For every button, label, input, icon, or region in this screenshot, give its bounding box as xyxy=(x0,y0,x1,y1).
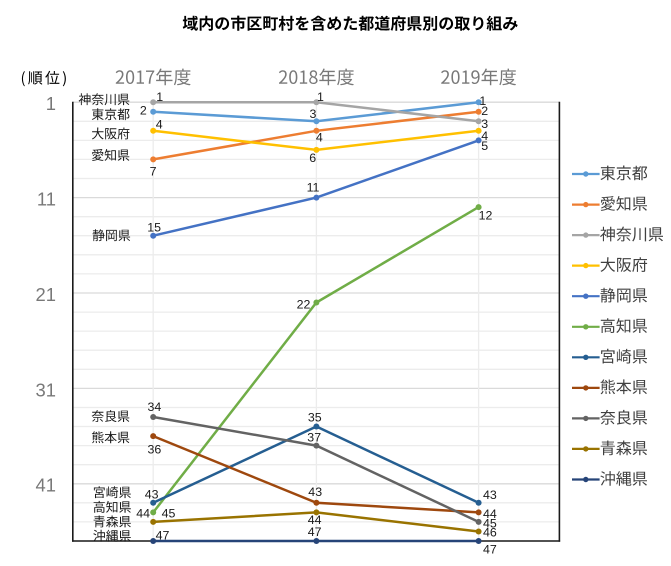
svg-text:21: 21 xyxy=(36,284,56,305)
svg-text:44: 44 xyxy=(136,507,150,521)
svg-text:34: 34 xyxy=(148,400,162,414)
svg-text:45: 45 xyxy=(483,516,497,530)
svg-text:11: 11 xyxy=(307,181,320,195)
svg-text:47: 47 xyxy=(483,542,497,556)
svg-text:2: 2 xyxy=(481,104,488,118)
svg-text:43: 43 xyxy=(308,485,322,499)
svg-text:44: 44 xyxy=(483,507,497,521)
svg-text:41: 41 xyxy=(36,475,56,496)
svg-text:1: 1 xyxy=(479,94,486,108)
svg-text:43: 43 xyxy=(483,488,497,502)
svg-text:1: 1 xyxy=(317,90,324,104)
svg-text:22: 22 xyxy=(297,297,311,311)
svg-text:3: 3 xyxy=(481,117,488,131)
svg-text:46: 46 xyxy=(483,526,497,540)
svg-text:45: 45 xyxy=(162,507,176,521)
svg-text:15: 15 xyxy=(147,220,161,234)
svg-text:6: 6 xyxy=(309,151,316,165)
svg-text:35: 35 xyxy=(308,410,322,424)
svg-text:5: 5 xyxy=(481,139,488,153)
svg-text:7: 7 xyxy=(150,164,157,178)
svg-text:37: 37 xyxy=(307,430,321,444)
svg-text:36: 36 xyxy=(148,443,162,457)
svg-text:4: 4 xyxy=(156,117,163,131)
svg-text:44: 44 xyxy=(308,513,322,527)
svg-text:1: 1 xyxy=(46,93,56,114)
svg-text:47: 47 xyxy=(156,528,170,542)
svg-text:31: 31 xyxy=(36,379,56,400)
svg-text:43: 43 xyxy=(145,488,159,502)
svg-text:3: 3 xyxy=(310,107,317,121)
svg-text:12: 12 xyxy=(479,208,493,222)
svg-text:1: 1 xyxy=(156,90,163,104)
svg-text:11: 11 xyxy=(37,189,56,210)
svg-text:2: 2 xyxy=(140,104,147,118)
svg-text:4: 4 xyxy=(481,129,488,143)
svg-text:4: 4 xyxy=(316,131,323,145)
svg-text:47: 47 xyxy=(308,525,322,539)
